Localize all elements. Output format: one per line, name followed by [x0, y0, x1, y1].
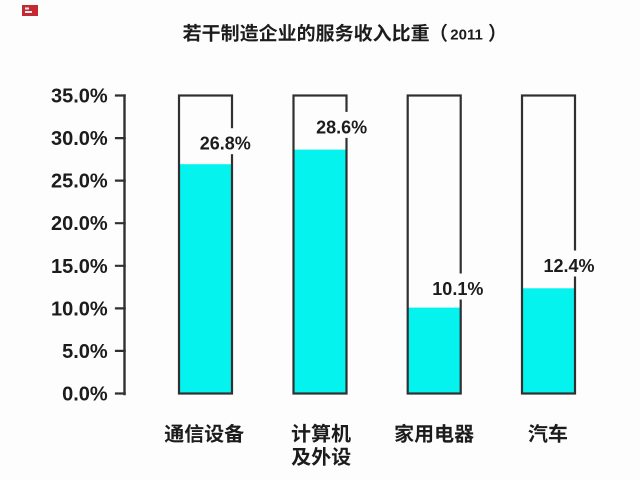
svg-text:20.0%: 20.0% [51, 213, 108, 235]
svg-text:30.0%: 30.0% [51, 128, 108, 150]
svg-text:10.0%: 10.0% [51, 298, 108, 320]
svg-text:35.0%: 35.0% [51, 86, 108, 108]
svg-text:10.1%: 10.1% [432, 279, 483, 299]
svg-text:28.6%: 28.6% [316, 117, 367, 137]
svg-text:2011: 2011 [450, 26, 483, 43]
svg-text:12.4%: 12.4% [544, 256, 595, 276]
svg-text:15.0%: 15.0% [51, 256, 108, 278]
svg-text:25.0%: 25.0% [51, 171, 108, 193]
svg-text:26.8%: 26.8% [200, 134, 251, 154]
svg-text:0.0%: 0.0% [62, 384, 108, 406]
svg-text:5.0%: 5.0% [62, 341, 108, 363]
